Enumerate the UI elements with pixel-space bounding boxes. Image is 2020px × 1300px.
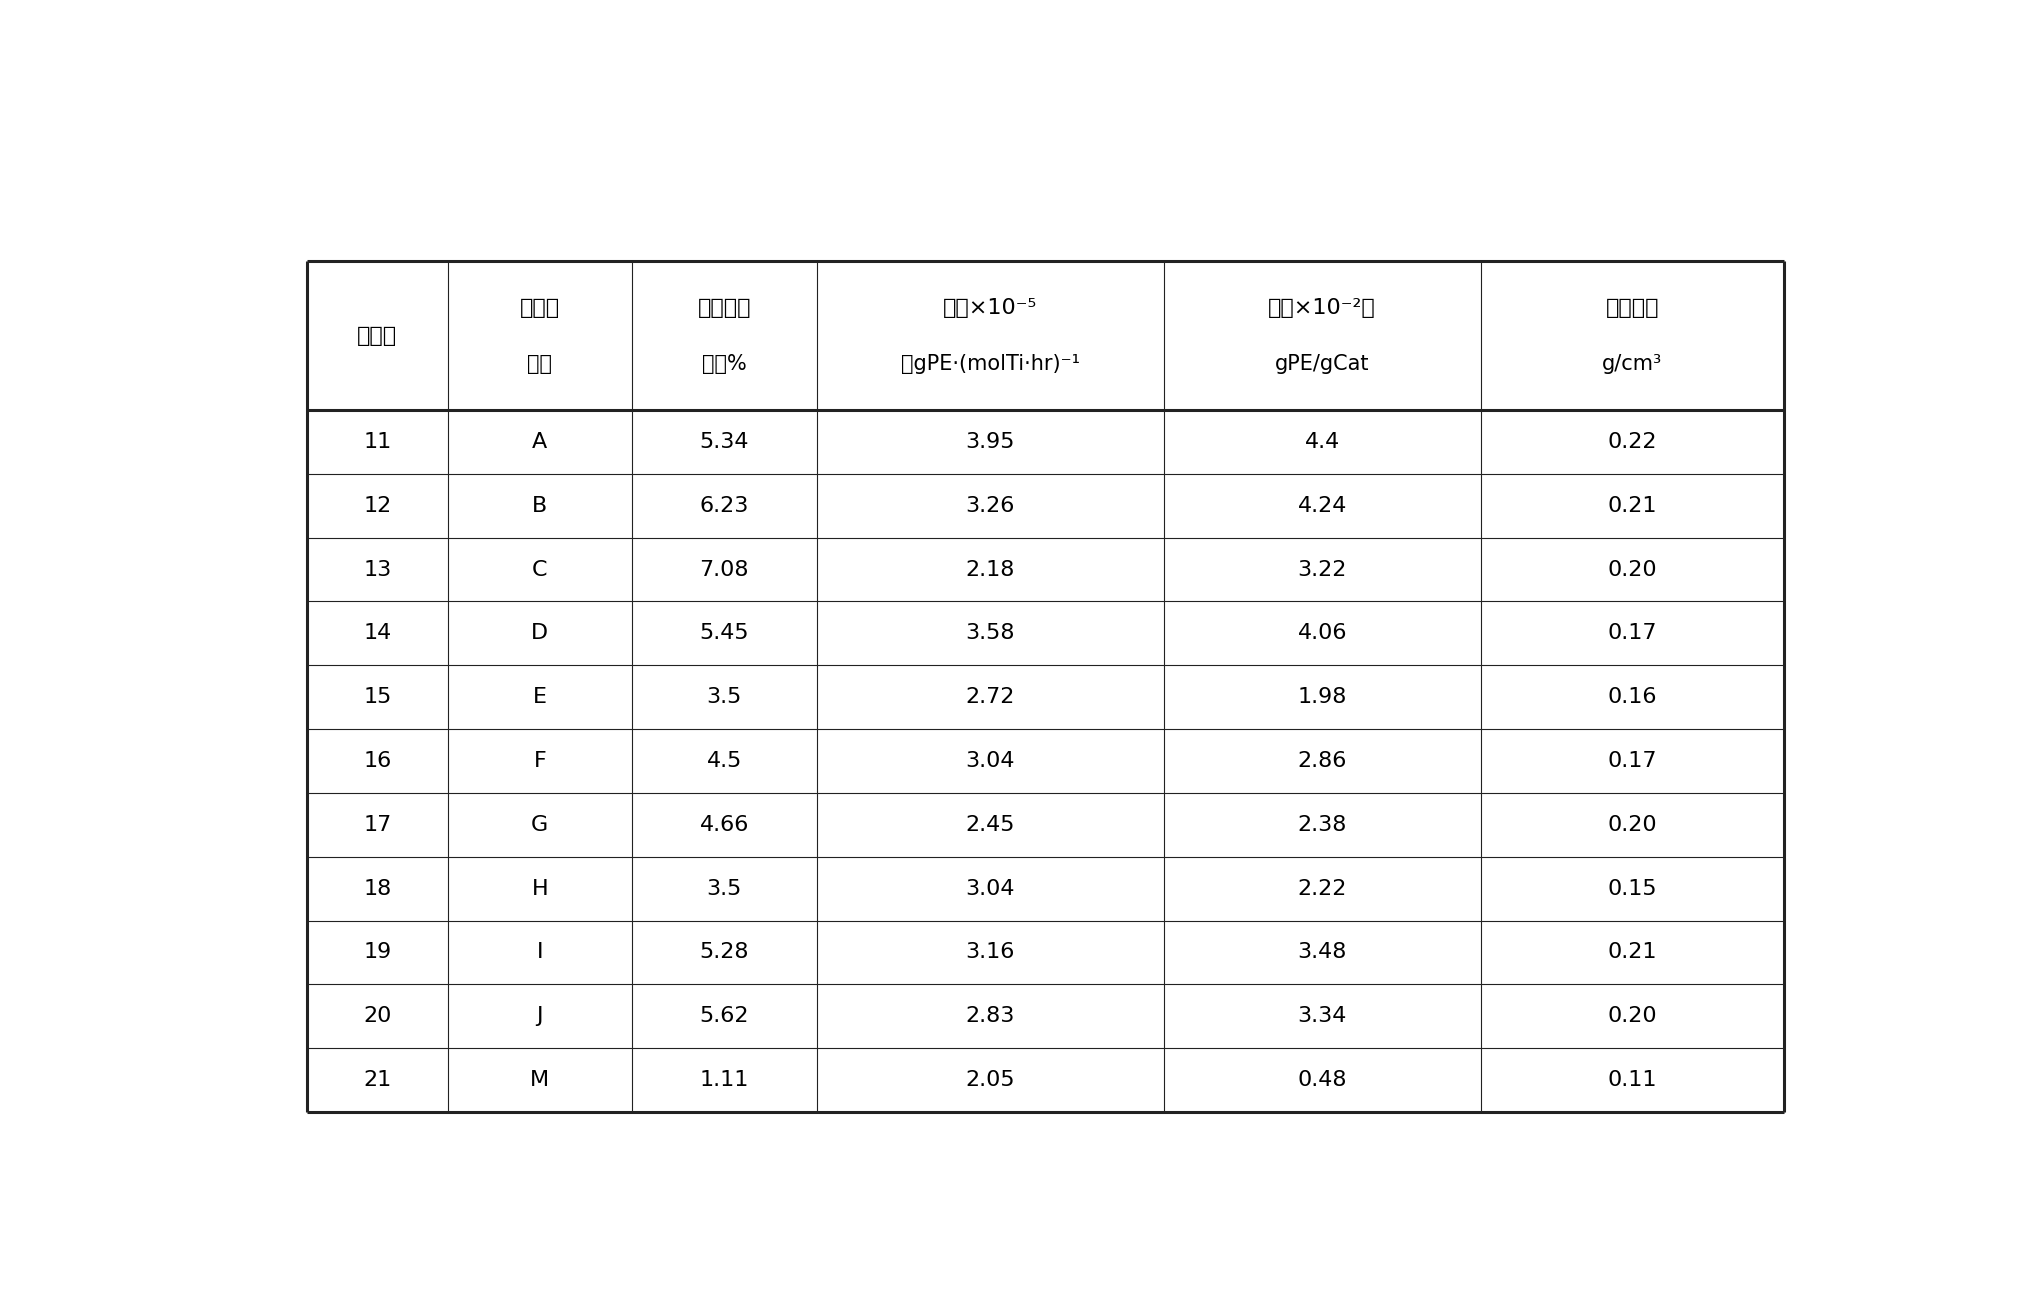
Text: 质量%: 质量% <box>703 354 747 373</box>
Text: 21: 21 <box>364 1070 392 1089</box>
Text: 0.15: 0.15 <box>1608 879 1656 898</box>
Text: 4.66: 4.66 <box>699 815 749 835</box>
Text: 堆密度，: 堆密度， <box>1606 298 1658 317</box>
Text: 2.45: 2.45 <box>966 815 1014 835</box>
Text: 0.22: 0.22 <box>1608 432 1656 452</box>
Text: 2.86: 2.86 <box>1297 751 1347 771</box>
Text: A: A <box>531 432 547 452</box>
Text: 0.20: 0.20 <box>1608 815 1656 835</box>
Text: 20: 20 <box>364 1006 392 1026</box>
Text: 活性×10⁻²，: 活性×10⁻²， <box>1269 298 1376 317</box>
Text: 5.45: 5.45 <box>699 624 749 644</box>
Text: H: H <box>531 879 547 898</box>
Text: G: G <box>531 815 547 835</box>
Text: 16: 16 <box>364 751 392 771</box>
Text: 2.72: 2.72 <box>966 688 1014 707</box>
Text: 1.98: 1.98 <box>1297 688 1347 707</box>
Text: 5.62: 5.62 <box>699 1006 749 1026</box>
Text: 3.26: 3.26 <box>966 495 1014 516</box>
Text: 3.48: 3.48 <box>1297 942 1347 962</box>
Text: gPE/gCat: gPE/gCat <box>1275 354 1370 373</box>
Text: 0.17: 0.17 <box>1608 624 1656 644</box>
Text: 3.04: 3.04 <box>966 879 1014 898</box>
Text: 活性×10⁻⁵: 活性×10⁻⁵ <box>943 298 1036 317</box>
Text: B: B <box>531 495 547 516</box>
Text: 3.5: 3.5 <box>707 879 741 898</box>
Text: 3.5: 3.5 <box>707 688 741 707</box>
Text: 编号: 编号 <box>527 354 551 373</box>
Text: I: I <box>537 942 543 962</box>
Text: 19: 19 <box>364 942 392 962</box>
Text: 2.22: 2.22 <box>1297 879 1347 898</box>
Text: 0.20: 0.20 <box>1608 1006 1656 1026</box>
Text: C: C <box>531 559 547 580</box>
Text: 2.83: 2.83 <box>966 1006 1014 1026</box>
Text: D: D <box>531 624 547 644</box>
Text: 0.21: 0.21 <box>1608 495 1656 516</box>
Text: 18: 18 <box>364 879 392 898</box>
Text: 7.08: 7.08 <box>699 559 749 580</box>
Text: E: E <box>533 688 547 707</box>
Text: 0.17: 0.17 <box>1608 751 1656 771</box>
Text: 14: 14 <box>364 624 392 644</box>
Text: 2.05: 2.05 <box>966 1070 1014 1089</box>
Text: 2.38: 2.38 <box>1297 815 1347 835</box>
Text: J: J <box>537 1006 543 1026</box>
Text: ，gPE·(molTi·hr)⁻¹: ，gPE·(molTi·hr)⁻¹ <box>901 354 1079 373</box>
Text: 4.24: 4.24 <box>1297 495 1347 516</box>
Text: 4.5: 4.5 <box>707 751 741 771</box>
Text: 0.48: 0.48 <box>1297 1070 1347 1089</box>
Text: 实例号: 实例号 <box>358 325 398 346</box>
Text: g/cm³: g/cm³ <box>1602 354 1662 373</box>
Text: M: M <box>529 1070 549 1089</box>
Text: 3.16: 3.16 <box>966 942 1014 962</box>
Text: 15: 15 <box>364 688 392 707</box>
Text: 11: 11 <box>364 432 392 452</box>
Text: 载钛量，: 载钛量， <box>697 298 751 317</box>
Text: 催化剂: 催化剂 <box>519 298 560 317</box>
Text: 2.18: 2.18 <box>966 559 1014 580</box>
Text: 3.95: 3.95 <box>966 432 1014 452</box>
Text: 0.20: 0.20 <box>1608 559 1656 580</box>
Text: 4.4: 4.4 <box>1305 432 1339 452</box>
Text: 0.16: 0.16 <box>1608 688 1656 707</box>
Text: 0.21: 0.21 <box>1608 942 1656 962</box>
Text: 5.34: 5.34 <box>699 432 749 452</box>
Text: 3.34: 3.34 <box>1297 1006 1347 1026</box>
Text: 3.22: 3.22 <box>1297 559 1347 580</box>
Text: 17: 17 <box>364 815 392 835</box>
Text: F: F <box>533 751 545 771</box>
Text: 13: 13 <box>364 559 392 580</box>
Text: 6.23: 6.23 <box>699 495 749 516</box>
Text: 0.11: 0.11 <box>1608 1070 1656 1089</box>
Text: 3.04: 3.04 <box>966 751 1014 771</box>
Text: 1.11: 1.11 <box>699 1070 749 1089</box>
Text: 5.28: 5.28 <box>699 942 749 962</box>
Text: 4.06: 4.06 <box>1297 624 1347 644</box>
Text: 3.58: 3.58 <box>966 624 1014 644</box>
Text: 12: 12 <box>364 495 392 516</box>
